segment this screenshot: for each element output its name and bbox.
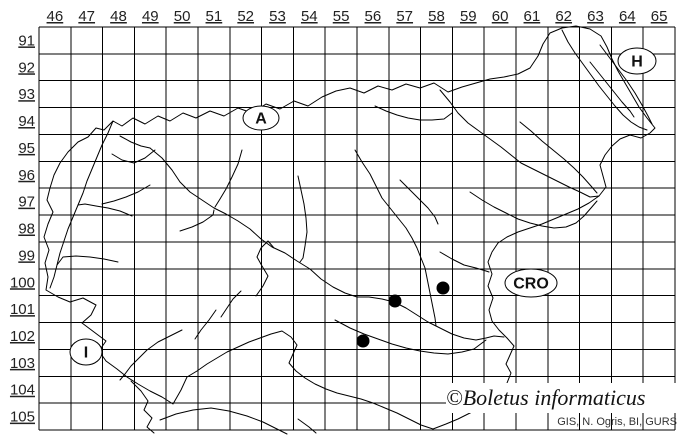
row-label-96: 96 — [18, 167, 35, 184]
river-reka — [119, 329, 183, 381]
river-ledava — [599, 44, 653, 125]
country-ellipse — [504, 268, 558, 298]
country-ellipse — [69, 338, 103, 366]
country-ellipse — [617, 47, 657, 75]
country-labels: A H CRO I — [69, 47, 657, 366]
river-paka — [399, 179, 439, 225]
country-ellipse — [242, 105, 280, 131]
col-label-46: 46 — [47, 8, 64, 25]
col-label-60: 60 — [492, 8, 509, 25]
river-pesnica — [519, 121, 598, 194]
river-krka — [334, 319, 487, 355]
country-label-CRO: CRO — [504, 268, 558, 298]
river-kamniska-bistrica — [297, 175, 308, 263]
river-ljubljanica — [255, 240, 275, 297]
col-label-47: 47 — [78, 8, 95, 25]
country-label-I: I — [69, 338, 103, 366]
country-code: CRO — [513, 276, 549, 293]
occurrence-markers — [356, 281, 450, 348]
col-label-64: 64 — [619, 8, 636, 25]
river-pivka — [194, 309, 217, 340]
river-vipava — [56, 255, 119, 266]
river-upper-sava — [119, 135, 151, 149]
river-sava-bohinjka — [111, 149, 156, 164]
row-label-95: 95 — [18, 140, 35, 157]
country-label-H: H — [617, 47, 657, 75]
col-label-59: 59 — [460, 8, 477, 25]
istria-ridge — [297, 418, 317, 434]
row-label-98: 98 — [18, 221, 35, 238]
axis-labels: 46 47 48 49 50 51 52 53 54 55 56 57 58 59 60 61 62 63 64 65… — [10, 8, 667, 426]
river-drava — [439, 89, 600, 198]
col-label-63: 63 — [587, 8, 604, 25]
col-label-48: 48 — [110, 8, 127, 25]
slovenia-border — [43, 25, 656, 430]
utm-grid — [38, 26, 676, 431]
col-label-51: 51 — [206, 8, 223, 25]
row-label-92: 92 — [18, 59, 35, 76]
country-label-A: A — [242, 105, 280, 131]
occurrence-marker — [356, 334, 370, 348]
row-label-100: 100 — [10, 274, 35, 291]
row-label-99: 99 — [18, 247, 35, 264]
country-code: H — [631, 54, 643, 71]
river-sora — [179, 209, 215, 232]
row-label-91: 91 — [18, 32, 35, 49]
row-label-93: 93 — [18, 86, 35, 103]
river-sava — [149, 147, 505, 341]
occurrence-marker — [436, 281, 450, 295]
row-label-101: 101 — [10, 301, 35, 318]
col-label-56: 56 — [365, 8, 382, 25]
row-label-97: 97 — [18, 194, 35, 211]
col-label-50: 50 — [174, 8, 191, 25]
col-label-54: 54 — [301, 8, 318, 25]
map-line-work — [43, 25, 656, 435]
col-label-57: 57 — [396, 8, 413, 25]
col-label-61: 61 — [524, 8, 541, 25]
col-label-65: 65 — [651, 8, 668, 25]
river-dravinja — [469, 191, 598, 229]
col-label-52: 52 — [237, 8, 254, 25]
copyright-text: ©Boletus informaticus — [446, 383, 680, 413]
row-label-102: 102 — [10, 328, 35, 345]
istria-south-coast — [159, 407, 288, 435]
river-voglajna — [439, 251, 490, 273]
col-label-62: 62 — [555, 8, 572, 25]
river-savinja — [354, 149, 437, 327]
river-baca — [101, 184, 151, 205]
col-label-49: 49 — [142, 8, 159, 25]
river-idrijca — [77, 203, 133, 217]
occurrence-marker — [388, 294, 402, 308]
row-label-94: 94 — [18, 113, 35, 130]
river-meza — [374, 105, 453, 121]
row-label-103: 103 — [10, 355, 35, 372]
attribution-text: GIS, N. Ogris, BI, GURS — [557, 416, 677, 428]
col-label-58: 58 — [428, 8, 445, 25]
row-label-105: 105 — [10, 409, 35, 426]
country-code: A — [255, 111, 267, 128]
river-mura-tributary — [589, 61, 635, 118]
row-label-104: 104 — [10, 382, 35, 399]
country-code: I — [84, 345, 88, 362]
istria-coast — [130, 380, 155, 434]
river-notranjska — [220, 290, 242, 318]
col-label-55: 55 — [333, 8, 350, 25]
river-mura — [561, 29, 648, 131]
river-kokra — [214, 149, 243, 208]
col-label-53: 53 — [269, 8, 286, 25]
